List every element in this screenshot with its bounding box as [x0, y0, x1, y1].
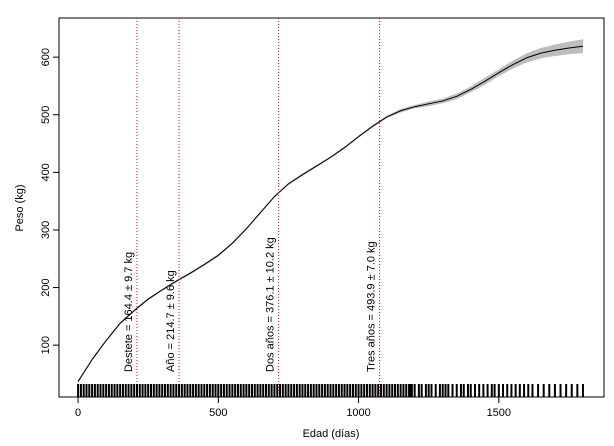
reference-label: Destete = 164.4 ± 9.7 kg	[123, 252, 135, 372]
x-tick-label: 0	[75, 407, 81, 419]
x-tick-label: 1500	[487, 407, 511, 419]
y-tick-label: 300	[40, 221, 52, 239]
reference-label: Tres años = 493.9 ± 7.0 kg	[366, 241, 378, 372]
x-tick-label: 1000	[346, 407, 370, 419]
x-axis-title: Edad (días)	[303, 428, 360, 440]
reference-label: Año = 214.7 ± 9.6 kg	[165, 270, 177, 372]
y-tick-label: 100	[40, 336, 52, 354]
y-tick-label: 600	[40, 48, 52, 66]
y-axis-title: Peso (kg)	[14, 184, 26, 231]
reference-label: Dos años = 376.1 ± 10.2 kg	[265, 237, 277, 372]
x-tick-label: 500	[209, 407, 227, 419]
y-tick-label: 400	[40, 163, 52, 181]
y-tick-label: 200	[40, 278, 52, 296]
y-tick-label: 500	[40, 106, 52, 124]
plot-frame	[58, 17, 605, 398]
fitted-line	[77, 45, 584, 382]
confidence-band	[78, 39, 583, 383]
